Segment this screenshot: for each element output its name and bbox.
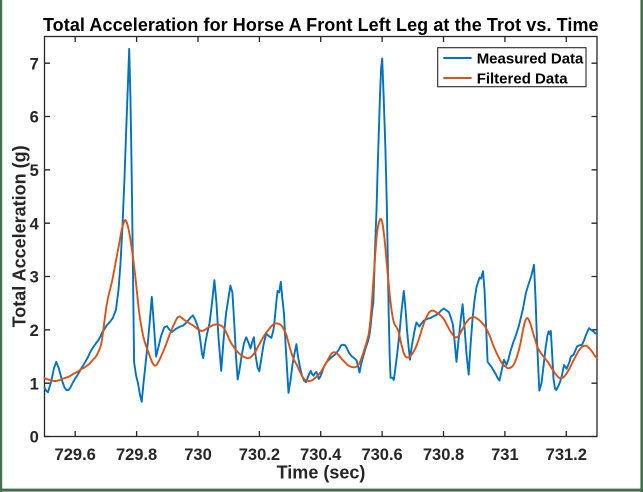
svg-text:1: 1 [30,375,39,393]
svg-text:4: 4 [30,215,40,233]
svg-text:Filtered Data: Filtered Data [477,71,569,88]
svg-text:Time (sec): Time (sec) [277,463,366,483]
svg-text:5: 5 [30,162,39,180]
svg-text:6: 6 [30,109,39,127]
svg-text:2: 2 [30,322,39,340]
svg-text:730.2: 730.2 [239,446,280,464]
svg-text:730: 730 [184,446,212,464]
svg-text:731: 731 [491,446,519,464]
svg-text:0: 0 [30,429,39,447]
svg-text:730.8: 730.8 [423,446,464,464]
svg-text:730.4: 730.4 [300,446,342,464]
svg-text:7: 7 [30,55,39,73]
svg-text:Total Acceleration (g): Total Acceleration (g) [9,145,29,327]
svg-text:729.8: 729.8 [116,446,157,464]
svg-text:731.2: 731.2 [546,446,587,464]
svg-text:730.6: 730.6 [361,446,402,464]
svg-text:3: 3 [30,269,39,287]
svg-text:729.6: 729.6 [55,446,96,464]
svg-text:Total Acceleration for Horse A: Total Acceleration for Horse A Front Lef… [43,15,599,35]
svg-text:Measured Data: Measured Data [477,51,584,68]
